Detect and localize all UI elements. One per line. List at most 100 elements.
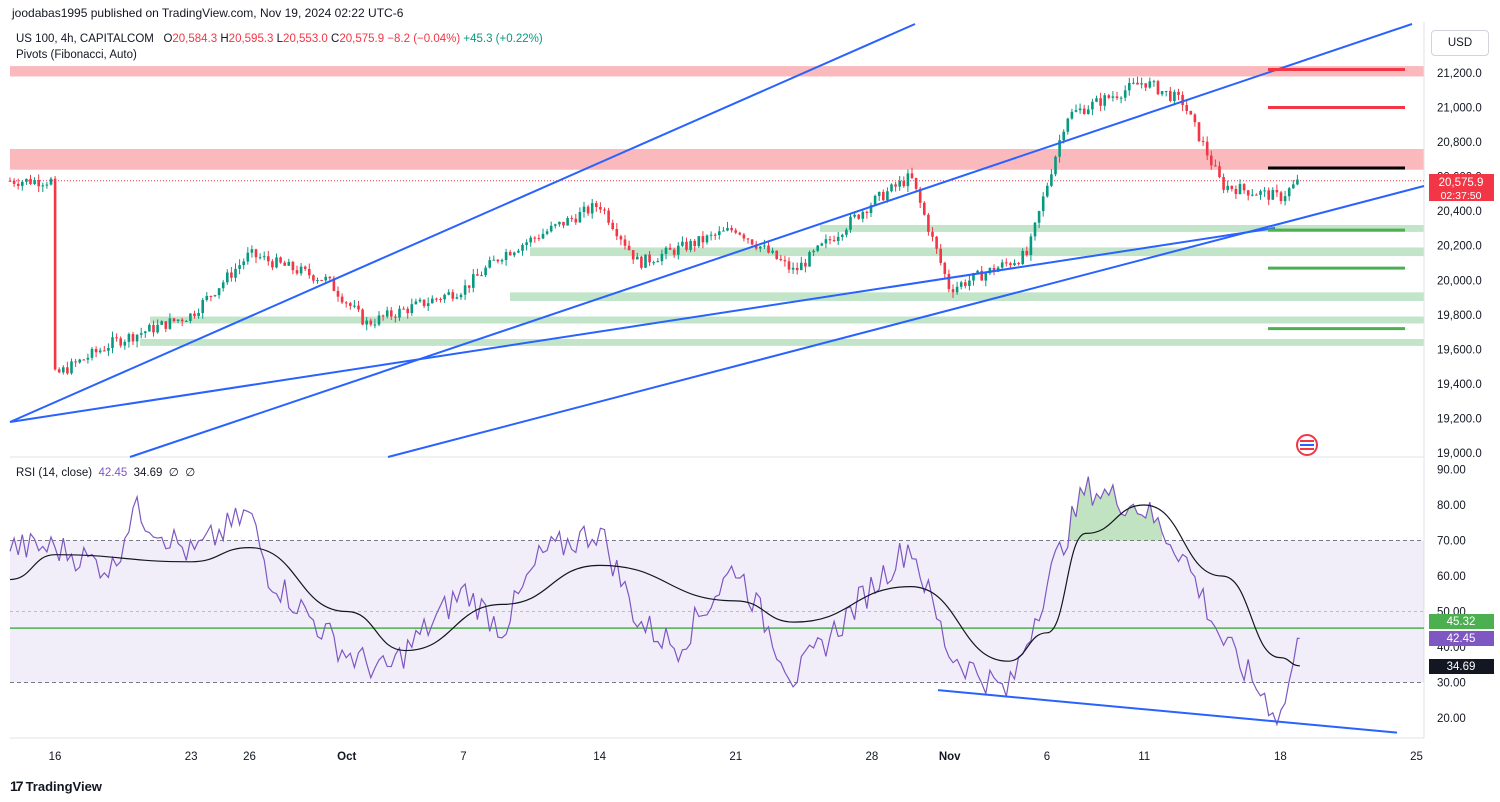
- candle-body: [1025, 250, 1029, 255]
- candle-body: [1230, 185, 1234, 189]
- candle-body: [1263, 190, 1266, 192]
- candle-body: [1189, 110, 1193, 115]
- candle-body: [336, 290, 340, 297]
- candle-body: [812, 250, 815, 253]
- candle-body: [582, 206, 586, 212]
- candle-body: [1132, 82, 1135, 84]
- rsi-value: 42.45: [98, 467, 128, 479]
- candle-body: [586, 206, 590, 214]
- candle-body: [357, 305, 360, 310]
- candle-body: [250, 249, 254, 253]
- candle-body: [406, 308, 409, 314]
- candle-body: [590, 203, 594, 214]
- candle-body: [685, 241, 688, 250]
- candle-body: [508, 252, 512, 256]
- candle-body: [176, 319, 180, 321]
- candle-body: [492, 259, 496, 261]
- candle-body: [734, 230, 737, 233]
- candle-body: [681, 241, 684, 246]
- candle-body: [968, 280, 971, 286]
- candle-body: [541, 233, 545, 239]
- candle-body: [877, 191, 881, 196]
- candle-body: [144, 331, 147, 334]
- candle-body: [882, 191, 885, 201]
- candle-body: [677, 245, 680, 255]
- countdown-badge: 02:37:50: [1441, 190, 1482, 202]
- rsi-tick-label: 30.00: [1437, 678, 1466, 690]
- rsi-ma-line: [9, 504, 1300, 667]
- candle-body: [603, 209, 606, 211]
- high-value: 20,595.3: [228, 33, 274, 45]
- candle-body: [488, 260, 491, 268]
- pivots-indicator-legend[interactable]: Pivots (Fibonacci, Auto): [16, 49, 137, 61]
- candle-body: [279, 257, 282, 263]
- candle-body: [1087, 109, 1090, 114]
- candle-body: [623, 239, 627, 246]
- candle-body: [1246, 190, 1250, 196]
- candle-body: [1078, 108, 1082, 111]
- candle-body: [447, 292, 450, 295]
- support-zone-4: [140, 339, 1424, 346]
- channel-upper-left: [9, 23, 916, 423]
- candle-body: [1144, 83, 1147, 88]
- candle-body: [1164, 90, 1168, 92]
- candle-body: [328, 276, 332, 279]
- candle-body: [82, 359, 86, 361]
- tradingview-brand: TradingView: [25, 778, 102, 794]
- candle-body: [394, 316, 397, 318]
- candle-body: [910, 173, 914, 178]
- candle-body: [869, 205, 873, 213]
- open-label: O: [163, 33, 173, 45]
- candle-body: [1193, 114, 1197, 123]
- candle-body: [504, 252, 508, 261]
- candle-body: [906, 173, 910, 187]
- price-tick-label: 19,400.0: [1437, 379, 1482, 391]
- candle-body: [746, 238, 750, 240]
- tradingview-logo[interactable]: 17 TradingView: [10, 778, 102, 794]
- symbol-name[interactable]: US 100, 4h, CAPITALCOM: [16, 33, 154, 45]
- candle-body: [377, 315, 381, 325]
- candle-body: [1283, 196, 1287, 202]
- candle-body: [820, 243, 824, 246]
- candle-body: [1218, 166, 1221, 178]
- candle-body: [201, 299, 204, 314]
- candle-body: [574, 218, 578, 223]
- candle-body: [689, 240, 692, 250]
- candle-body: [373, 324, 377, 326]
- candle-body: [344, 302, 348, 304]
- rsi-tick-label: 70.00: [1437, 536, 1466, 548]
- candle-body: [349, 303, 352, 306]
- symbol-legend: US 100, 4h, CAPITALCOM O20,584.3 H20,595…: [16, 33, 543, 45]
- rsi-name[interactable]: RSI (14, close): [16, 467, 93, 479]
- candle-body: [1287, 188, 1291, 197]
- candle-body: [964, 282, 967, 286]
- candle-body: [431, 298, 434, 304]
- candle-body: [791, 267, 795, 270]
- candle-body: [1156, 81, 1160, 95]
- candle-body: [78, 359, 81, 363]
- candle-body: [1000, 262, 1004, 268]
- flag-icon[interactable]: [1296, 434, 1318, 456]
- candle-body: [226, 272, 229, 283]
- candle-body: [980, 270, 983, 281]
- candle-body: [513, 252, 516, 256]
- currency-button[interactable]: USD: [1431, 30, 1489, 56]
- time-tick-label: 21: [729, 751, 742, 763]
- low-value: 20,553.0: [283, 33, 328, 45]
- candle-body: [107, 348, 110, 351]
- candle-body: [1140, 83, 1143, 85]
- resistance-zone-1: [10, 149, 1424, 170]
- candle-body: [1214, 165, 1217, 167]
- candle-body: [267, 256, 270, 262]
- price-tick-label: 19,200.0: [1437, 413, 1482, 425]
- candle-body: [258, 257, 262, 259]
- candle-body: [828, 239, 832, 241]
- candle-body: [1054, 156, 1057, 175]
- candle-body: [1066, 118, 1070, 132]
- candle-body: [484, 267, 487, 276]
- time-tick-label: 23: [185, 751, 198, 763]
- rsi-purple-badge-bg: [1429, 631, 1494, 646]
- candle-body: [824, 239, 828, 244]
- candle-body: [808, 252, 811, 267]
